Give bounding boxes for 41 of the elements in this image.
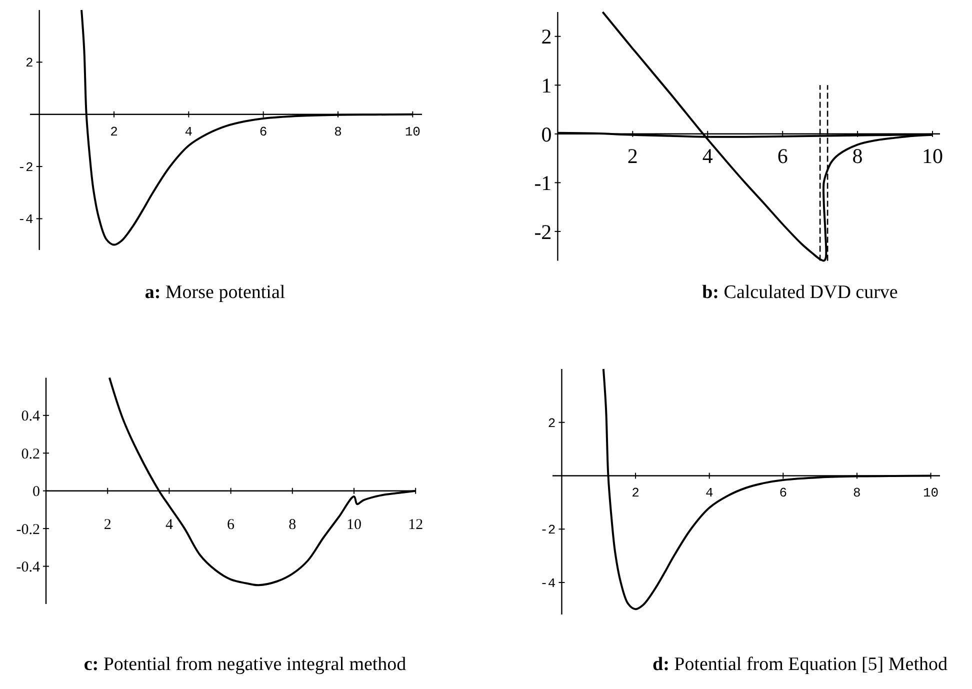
text: a: Morse potential bbox=[144, 282, 286, 303]
y-tick-label: 2 bbox=[548, 416, 556, 431]
y-tick-label: -2 bbox=[18, 160, 34, 176]
y-tick-label: -2 bbox=[534, 220, 552, 244]
x-tick-label: 4 bbox=[184, 124, 193, 140]
x-tick-label: 4 bbox=[702, 144, 714, 168]
y-tick-label: 2 bbox=[26, 56, 34, 71]
text: d: Potential from Equation [5] Method bbox=[652, 654, 948, 675]
x-tick-label: 4 bbox=[705, 486, 714, 501]
x-tick-label: 8 bbox=[852, 144, 863, 168]
x-tick-label: 6 bbox=[779, 486, 788, 501]
x-tick-label: 10 bbox=[922, 486, 939, 501]
x-tick-label: 8 bbox=[288, 516, 296, 533]
x-tick-label: 8 bbox=[334, 124, 342, 140]
x-tick-label: 8 bbox=[853, 486, 861, 501]
y-tick-label: 0.4 bbox=[21, 408, 40, 425]
x-tick-label: 2 bbox=[632, 486, 640, 501]
y-tick-label: 0 bbox=[32, 484, 40, 500]
text: c: Potential from negative integral method bbox=[84, 654, 407, 675]
x-tick-label: 2 bbox=[627, 144, 638, 168]
x-tick-label: 12 bbox=[408, 516, 424, 533]
y-tick-label: 0 bbox=[541, 122, 552, 146]
y-tick-label: 1 bbox=[541, 73, 552, 98]
x-tick-label: 10 bbox=[404, 124, 420, 140]
x-tick-label: 2 bbox=[110, 124, 118, 140]
x-tick-label: 6 bbox=[227, 516, 236, 533]
x-tick-label: 6 bbox=[777, 144, 788, 168]
x-tick-label: 2 bbox=[104, 516, 112, 533]
x-tick-label: 4 bbox=[165, 516, 174, 533]
y-tick-label: 2 bbox=[541, 24, 552, 49]
y-tick-label: -0.2 bbox=[16, 522, 40, 538]
y-tick-label: 0.2 bbox=[21, 446, 40, 462]
y-tick-label: -0.4 bbox=[16, 560, 40, 576]
y-tick-label: -1 bbox=[534, 171, 552, 196]
y-tick-label: -4 bbox=[540, 576, 556, 592]
y-tick-label: -2 bbox=[540, 522, 556, 538]
y-tick-label: -4 bbox=[18, 212, 34, 228]
text: b: Calculated DVD curve bbox=[702, 282, 898, 303]
x-tick-label: 6 bbox=[259, 124, 268, 140]
x-tick-label: 10 bbox=[346, 516, 362, 533]
x-tick-label: 10 bbox=[922, 144, 944, 168]
